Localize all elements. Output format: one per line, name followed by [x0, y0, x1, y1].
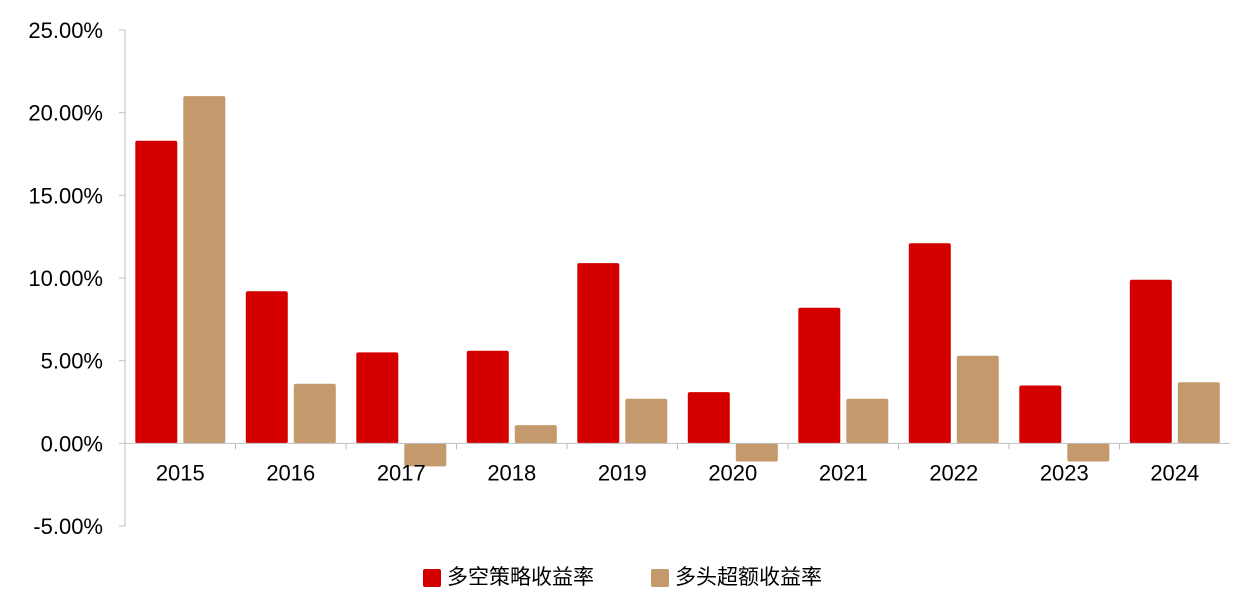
bar-long-short-2018: [466, 350, 509, 444]
legend: 多空策略收益率 多头超额收益率: [423, 565, 822, 589]
bar-long-short-2024: [1129, 279, 1172, 444]
bar-long-short-2021: [798, 307, 841, 444]
bar-long-short-2017: [356, 352, 399, 444]
bar-long-short-2016: [245, 291, 288, 444]
bar-long-excess-2015: [183, 96, 226, 444]
y-tick-label: 10.00%: [28, 266, 103, 291]
bar-long-excess-2017: [404, 443, 447, 467]
y-tick-label: 0.00%: [41, 431, 103, 456]
legend-swatch: [651, 569, 669, 587]
x-tick-label: 2019: [598, 460, 647, 485]
x-tick-label: 2015: [156, 460, 205, 485]
y-tick-label: 20.00%: [28, 101, 103, 126]
y-tick-label: 15.00%: [28, 183, 103, 208]
bar-long-short-2019: [577, 263, 620, 444]
x-tick-label: 2020: [708, 460, 757, 485]
x-tick-label: 2021: [819, 460, 868, 485]
y-tick-label: 5.00%: [41, 349, 103, 374]
x-tick-label: 2016: [266, 460, 315, 485]
bar-long-short-2020: [687, 392, 730, 444]
x-tick-label: 2024: [1150, 460, 1199, 485]
x-tick-label: 2017: [377, 460, 426, 485]
bar-long-short-2023: [1019, 385, 1062, 444]
bar-long-excess-2020: [735, 443, 778, 462]
bar-long-excess-2019: [625, 398, 668, 444]
y-axis: -5.00% 0.00% 5.00% 10.00% 15.00% 20.00% 25.00%: [28, 18, 126, 539]
y-tick-label: 25.00%: [28, 18, 103, 43]
legend-label: 多空策略收益率: [447, 565, 594, 589]
y-tick-label: -5.00%: [33, 514, 103, 539]
x-tick-label: 2022: [929, 460, 978, 485]
legend-swatch: [423, 569, 441, 587]
bar-long-excess-2023: [1067, 443, 1110, 462]
bar-long-excess-2016: [293, 383, 336, 444]
x-tick-label: 2018: [487, 460, 536, 485]
legend-label: 多头超额收益率: [675, 565, 822, 589]
bar-long-excess-2024: [1177, 382, 1220, 444]
x-tick-label: 2023: [1040, 460, 1089, 485]
bar-long-excess-2018: [514, 425, 557, 444]
bar-long-excess-2021: [846, 398, 889, 444]
x-axis: 2015 2016 2017 2018 2019 2020 2021 2022 2023 2024: [124, 442, 1230, 485]
bar-long-short-2015: [135, 140, 178, 444]
bars-group: [135, 96, 1220, 467]
bar-long-short-2022: [908, 243, 951, 444]
bar-long-excess-2022: [956, 355, 999, 444]
